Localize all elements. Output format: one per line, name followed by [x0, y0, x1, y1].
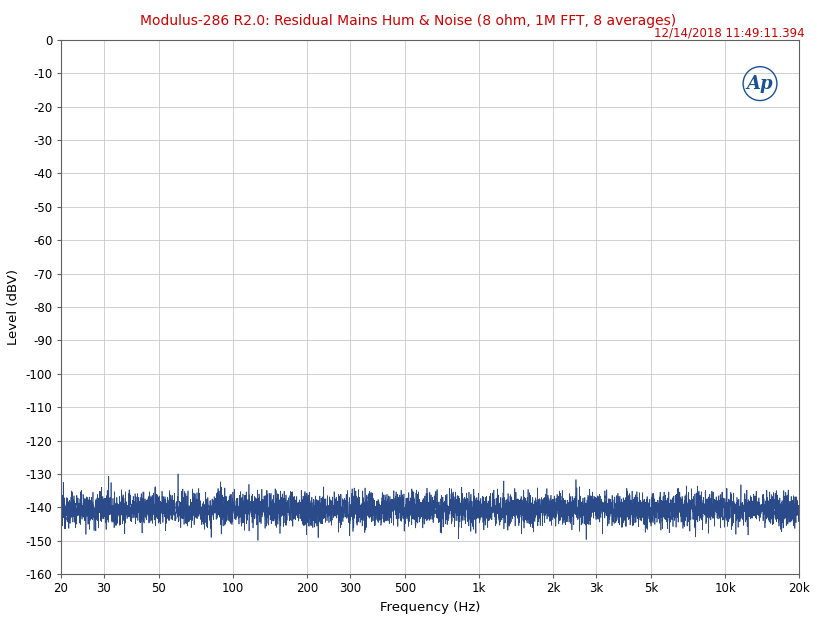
X-axis label: Frequency (Hz): Frequency (Hz) [380, 601, 480, 614]
Text: 12/14/2018 11:49:11.394: 12/14/2018 11:49:11.394 [654, 26, 805, 39]
Text: Ap: Ap [747, 75, 774, 93]
Text: Modulus-286 R2.0: Residual Mains Hum & Noise (8 ohm, 1M FFT, 8 averages): Modulus-286 R2.0: Residual Mains Hum & N… [141, 14, 676, 28]
Y-axis label: Level (dBV): Level (dBV) [7, 269, 20, 345]
